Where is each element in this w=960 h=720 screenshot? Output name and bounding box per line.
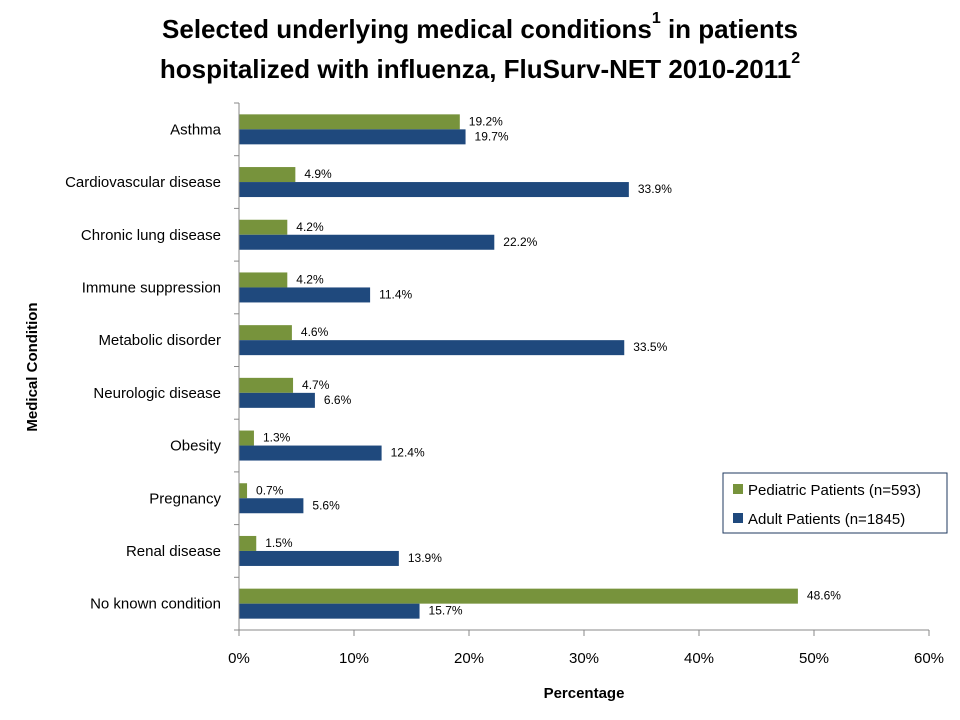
bar-pediatric	[239, 114, 460, 130]
legend-label: Adult Patients (n=1845)	[748, 511, 905, 528]
category-label: Neurologic disease	[93, 385, 221, 402]
data-label: 4.6%	[301, 325, 329, 339]
bar-pediatric	[239, 430, 254, 446]
bar-adult	[239, 340, 625, 356]
bar-adult	[239, 445, 382, 461]
legend-swatch	[733, 484, 743, 494]
data-label: 15.7%	[429, 604, 463, 618]
data-label: 0.7%	[256, 483, 284, 497]
category-label: Metabolic disorder	[98, 332, 221, 349]
category-label: Renal disease	[126, 543, 221, 560]
data-label: 4.2%	[296, 272, 324, 286]
legend-label: Pediatric Patients (n=593)	[748, 482, 921, 499]
data-label: 19.7%	[475, 129, 509, 143]
data-label: 33.5%	[633, 340, 667, 354]
y-axis-title: Medical Condition	[24, 302, 41, 431]
bar-pediatric	[239, 219, 288, 235]
bar-adult	[239, 392, 315, 408]
x-tick-label: 60%	[914, 650, 944, 667]
bar-adult	[239, 603, 420, 619]
x-axis-title: Percentage	[544, 685, 625, 702]
bar-pediatric	[239, 535, 257, 551]
x-tick-label: 20%	[454, 650, 484, 667]
data-label: 11.4%	[379, 287, 412, 301]
data-label: 4.7%	[302, 378, 330, 392]
category-label: Obesity	[170, 438, 221, 455]
x-tick-label: 10%	[339, 650, 369, 667]
bar-pediatric	[239, 325, 292, 341]
x-tick-label: 50%	[799, 650, 829, 667]
chart-title-line2: hospitalized with influenza, FluSurv-NET…	[159, 50, 801, 84]
data-label: 22.2%	[503, 235, 537, 249]
category-label: Asthma	[170, 121, 222, 138]
data-label: 12.4%	[391, 446, 425, 460]
legend-swatch	[733, 513, 743, 523]
bar-adult	[239, 234, 495, 250]
bar-adult	[239, 182, 629, 198]
bar-adult	[239, 287, 371, 303]
bar-pediatric	[239, 272, 288, 288]
bar-pediatric	[239, 377, 294, 393]
x-tick-label: 40%	[684, 650, 714, 667]
category-label: Chronic lung disease	[81, 227, 221, 244]
x-tick-label: 30%	[569, 650, 599, 667]
category-label: Immune suppression	[82, 279, 221, 296]
data-label: 1.5%	[265, 536, 293, 550]
data-label: 4.9%	[304, 167, 332, 181]
bar-adult	[239, 129, 466, 145]
bar-adult	[239, 498, 304, 514]
data-label: 4.2%	[296, 220, 324, 234]
category-label: Pregnancy	[149, 490, 221, 507]
data-label: 33.9%	[638, 182, 672, 196]
legend	[722, 472, 948, 534]
data-label: 1.3%	[263, 431, 291, 445]
data-label: 5.6%	[312, 498, 340, 512]
data-label: 13.9%	[408, 551, 442, 565]
bar-pediatric	[239, 483, 248, 499]
category-label: No known condition	[90, 596, 221, 613]
data-label: 6.6%	[324, 393, 352, 407]
data-label: 19.2%	[469, 114, 503, 128]
bar-pediatric	[239, 588, 798, 604]
category-label: Cardiovascular disease	[65, 174, 221, 191]
bar-pediatric	[239, 167, 296, 183]
chart-title-line1: Selected underlying medical conditions1 …	[162, 10, 798, 44]
x-tick-label: 0%	[228, 650, 250, 667]
data-label: 48.6%	[807, 589, 841, 603]
bar-adult	[239, 550, 399, 566]
